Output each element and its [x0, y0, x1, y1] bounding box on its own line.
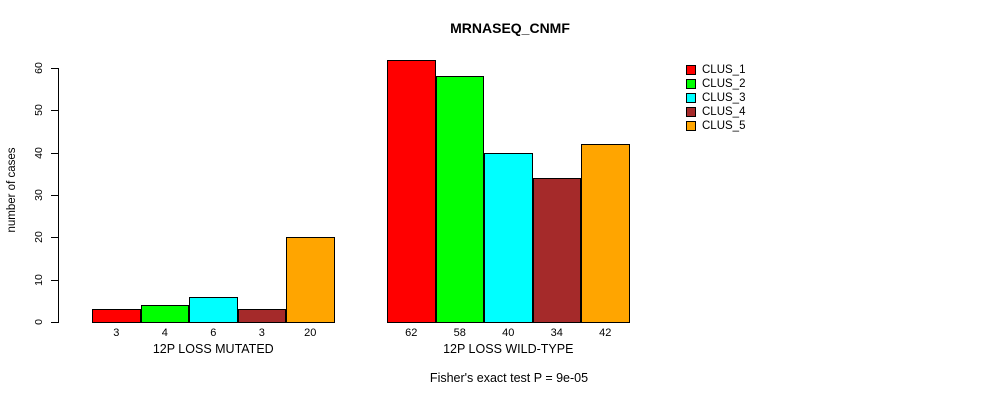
legend-item: CLUS_5: [686, 119, 746, 132]
bar: [387, 59, 436, 323]
legend-label: CLUS_4: [702, 105, 746, 118]
legend-swatch-icon: [686, 106, 696, 117]
bar: [140, 305, 189, 323]
y-tick-label: 40: [33, 146, 45, 159]
bar: [237, 309, 286, 323]
bar-value-label: 58: [453, 327, 466, 339]
chart-title: MRNASEQ_CNMF: [450, 20, 570, 36]
legend-item: CLUS_4: [686, 105, 746, 118]
y-tick: [51, 322, 58, 323]
bar: [92, 309, 141, 323]
y-tick-label: 0: [33, 319, 45, 325]
bar-value-label: 6: [210, 327, 217, 339]
y-tick-label: 10: [33, 273, 45, 286]
bar: [435, 76, 484, 323]
group-label: 12P LOSS WILD-TYPE: [443, 342, 574, 356]
legend-swatch-icon: [686, 120, 696, 131]
group-label: 12P LOSS MUTATED: [152, 342, 274, 356]
y-tick: [51, 68, 58, 69]
y-tick-label: 60: [33, 62, 45, 74]
bar: [581, 144, 630, 323]
bar: [189, 296, 238, 323]
y-tick-label: 50: [33, 104, 45, 117]
bar: [484, 152, 533, 323]
bar-value-label: 3: [258, 327, 265, 339]
bar: [286, 237, 335, 323]
bar-value-label: 34: [550, 327, 563, 339]
y-tick: [51, 237, 58, 239]
y-tick: [51, 279, 58, 281]
footer-annotation: Fisher's exact test P = 9e-05: [429, 371, 589, 385]
y-axis-line: [58, 68, 59, 323]
bar-value-label: 62: [405, 327, 418, 339]
legend-label: CLUS_3: [702, 91, 746, 104]
bar: [532, 178, 581, 323]
y-tick-label: 30: [33, 189, 45, 201]
bar-value-label: 20: [304, 327, 317, 339]
y-tick: [51, 110, 58, 112]
legend-label: CLUS_1: [702, 63, 746, 76]
legend-swatch-icon: [686, 64, 696, 75]
legend-swatch-icon: [686, 92, 696, 103]
legend-item: CLUS_3: [686, 91, 746, 104]
y-tick: [51, 152, 58, 154]
bar-value-label: 42: [599, 327, 612, 339]
legend: CLUS_1 CLUS_2 CLUS_3 CLUS_4 CLUS_5: [686, 63, 746, 132]
bar-value-label: 3: [113, 327, 120, 339]
legend-item: CLUS_1: [686, 63, 746, 76]
y-tick: [51, 195, 58, 196]
legend-swatch-icon: [686, 78, 696, 89]
bar-value-label: 40: [502, 327, 515, 339]
legend-item: CLUS_2: [686, 77, 746, 90]
legend-label: CLUS_5: [702, 119, 746, 132]
legend-label: CLUS_2: [702, 77, 746, 90]
bar-value-label: 4: [161, 327, 168, 339]
y-tick-label: 20: [33, 231, 45, 244]
